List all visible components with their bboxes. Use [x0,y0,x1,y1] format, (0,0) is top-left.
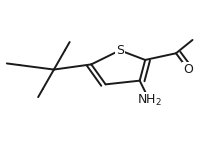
Text: NH$_2$: NH$_2$ [137,93,162,108]
Text: S: S [116,44,124,57]
Text: O: O [183,63,193,76]
